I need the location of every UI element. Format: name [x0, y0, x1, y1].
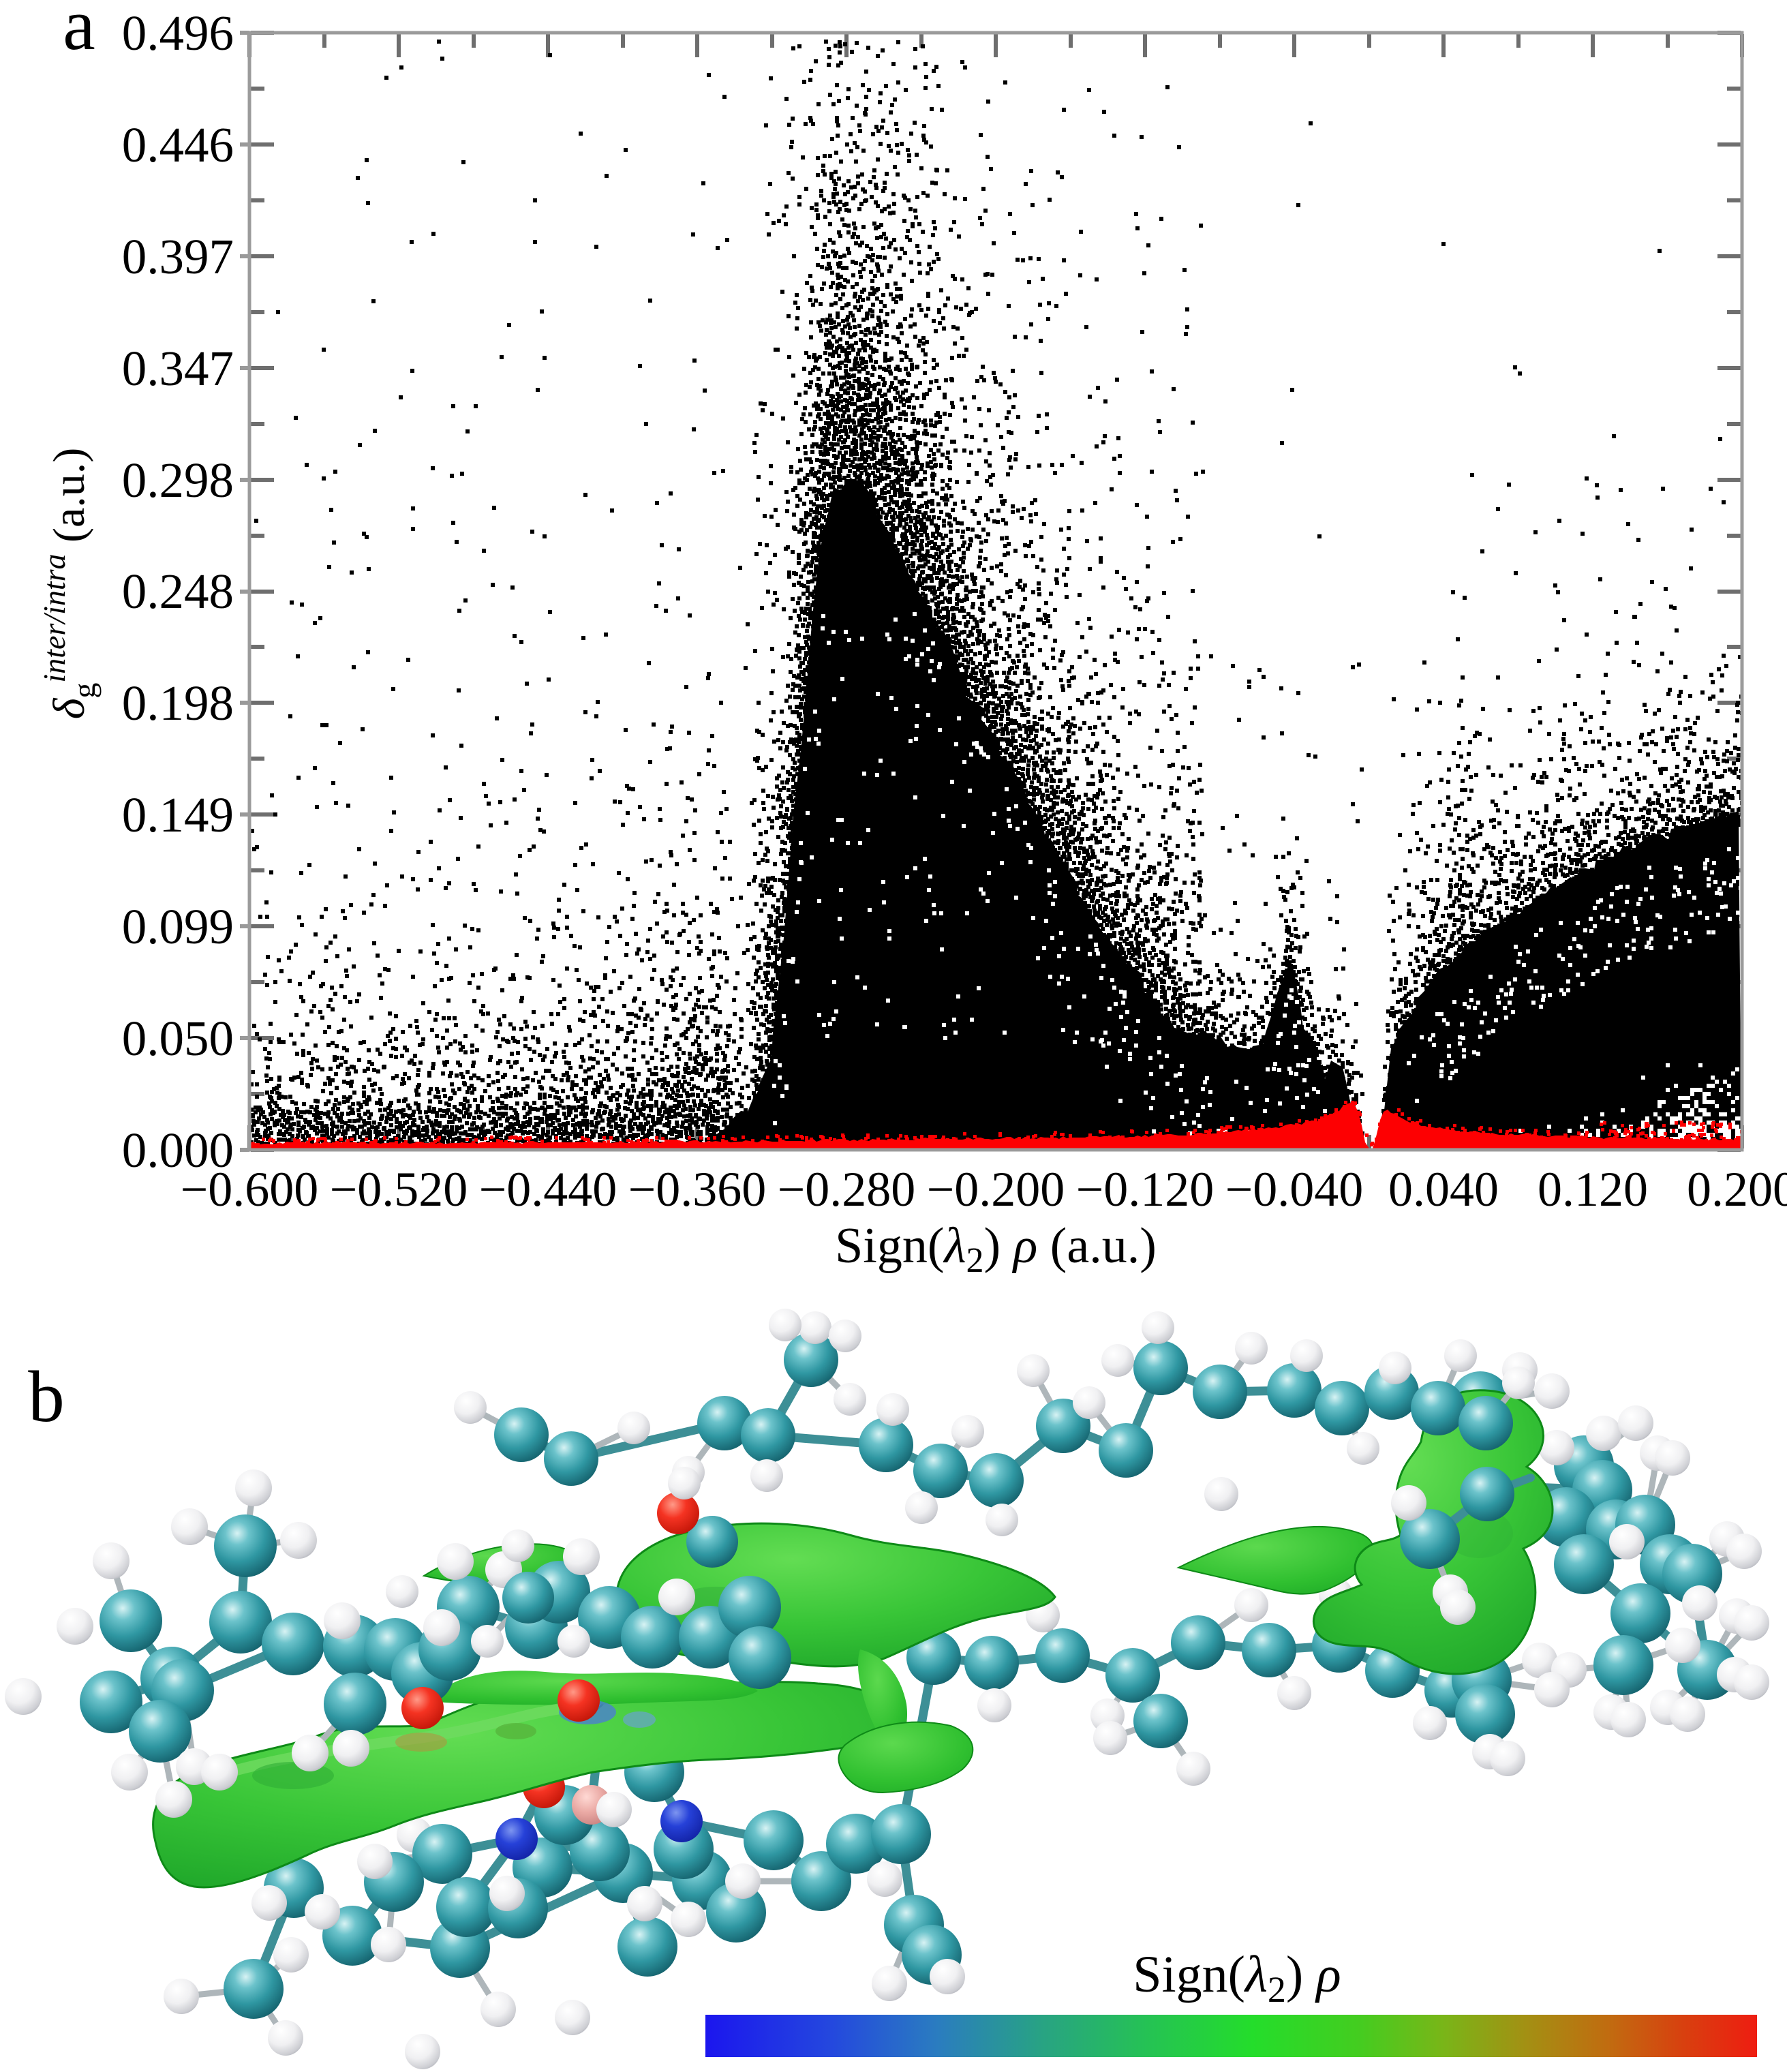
svg-text:0.000: 0.000 [122, 1123, 234, 1178]
svg-text:0.347: 0.347 [122, 341, 234, 396]
svg-text:0.149: 0.149 [122, 787, 234, 842]
svg-text:−0.120: −0.120 [1076, 1162, 1215, 1217]
svg-text:Sign(λ2) ρ (a.u.): Sign(λ2) ρ (a.u.) [835, 1218, 1157, 1280]
svg-text:Sign(λ2) ρ: Sign(λ2) ρ [1133, 1946, 1341, 2010]
svg-text:0.397: 0.397 [122, 229, 234, 284]
svg-text:−0.600: −0.600 [181, 1162, 319, 1217]
svg-text:−0.440: −0.440 [479, 1162, 617, 1217]
svg-text:−0.280: −0.280 [778, 1162, 916, 1217]
svg-text:0.120: 0.120 [1538, 1162, 1648, 1217]
svg-text:0.496: 0.496 [122, 5, 234, 61]
svg-text:0.050: 0.050 [122, 1011, 234, 1066]
svg-text:δginter/intra (a.u.): δginter/intra (a.u.) [37, 448, 102, 720]
svg-text:0.200: 0.200 [1687, 1162, 1787, 1217]
svg-text:a: a [63, 0, 95, 65]
svg-text:−0.200: −0.200 [927, 1162, 1065, 1217]
svg-text:−0.360: −0.360 [628, 1162, 767, 1217]
svg-text:0.248: 0.248 [122, 564, 234, 619]
svg-text:0.040: 0.040 [1388, 1162, 1499, 1217]
svg-text:0.099: 0.099 [122, 899, 234, 954]
svg-text:0.198: 0.198 [122, 675, 234, 731]
svg-text:−0.520: −0.520 [330, 1162, 468, 1217]
svg-text:b: b [28, 1357, 65, 1437]
svg-text:0.446: 0.446 [122, 117, 234, 172]
svg-text:−0.040: −0.040 [1225, 1162, 1364, 1217]
svg-text:0.298: 0.298 [122, 453, 234, 508]
